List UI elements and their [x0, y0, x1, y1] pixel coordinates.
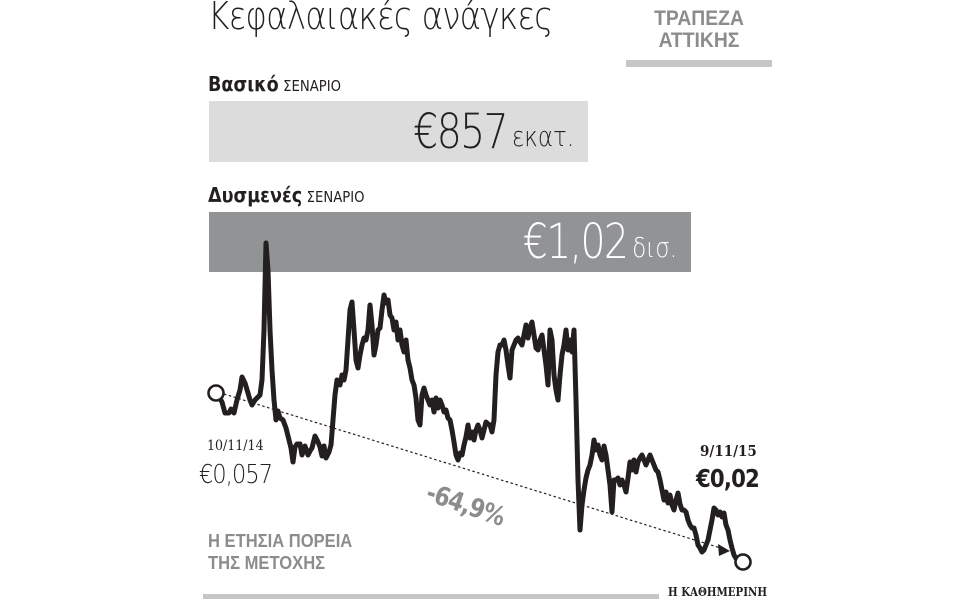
chart-title: Κεφαλαιακές ανάγκες [208, 0, 553, 38]
adverse-scenario-name: Δυσμενές [208, 183, 303, 207]
base-scenario-unit: εκατ. [511, 120, 574, 153]
caption-line2: ΤΗΣ ΜΕΤΟΧΗΣ [208, 553, 326, 573]
base-scenario-box: €857 εκατ. [209, 101, 588, 162]
bank-name-line2: ΑΤΤΙΚΗΣ [658, 29, 740, 52]
base-scenario-value: €857 εκατ. [413, 101, 574, 162]
caption-line1: Η ΕΤΗΣΙΑ ΠΟΡΕΙΑ [208, 531, 353, 551]
bank-name: ΤΡΑΠΕΖΑ ΑΤΤΙΚΗΣ [632, 8, 766, 52]
adverse-scenario-box: €1,02 δισ. [209, 212, 691, 272]
base-scenario-suffix: ΣΕΝΑΡΙΟ [283, 77, 341, 95]
adverse-scenario-unit: δισ. [632, 230, 677, 264]
base-scenario-label: Βασικό ΣΕΝΑΡΙΟ [208, 72, 341, 96]
bank-name-line1: ΤΡΑΠΕΖΑ [654, 7, 744, 30]
trend-line [223, 393, 728, 551]
base-scenario-name: Βασικό [208, 72, 279, 96]
source-logo: Η ΚΑΘΗΜΕΡΙΝΗ [668, 585, 767, 599]
end-point-marker [734, 553, 752, 571]
start-value-label: €0,057 [199, 460, 273, 490]
bank-underline [626, 60, 772, 67]
chart-caption: Η ΕΤΗΣΙΑ ΠΟΡΕΙΑ ΤΗΣ ΜΕΤΟΧΗΣ [208, 530, 352, 574]
footer-divider [203, 594, 659, 599]
adverse-scenario-amount: €1,02 [522, 214, 629, 270]
price-line [215, 240, 740, 563]
start-point-marker [207, 384, 225, 402]
start-date-label: 10/11/14 [207, 438, 264, 454]
base-scenario-amount: €857 [413, 103, 508, 160]
adverse-scenario-label: Δυσμενές ΣΕΝΑΡΙΟ [208, 183, 365, 207]
end-value-label: €0,02 [696, 464, 760, 493]
trend-arrowhead-icon [718, 544, 730, 556]
end-date-label: 9/11/15 [700, 442, 757, 460]
adverse-scenario-suffix: ΣΕΝΑΡΙΟ [306, 188, 365, 206]
adverse-scenario-value: €1,02 δισ. [523, 212, 677, 272]
